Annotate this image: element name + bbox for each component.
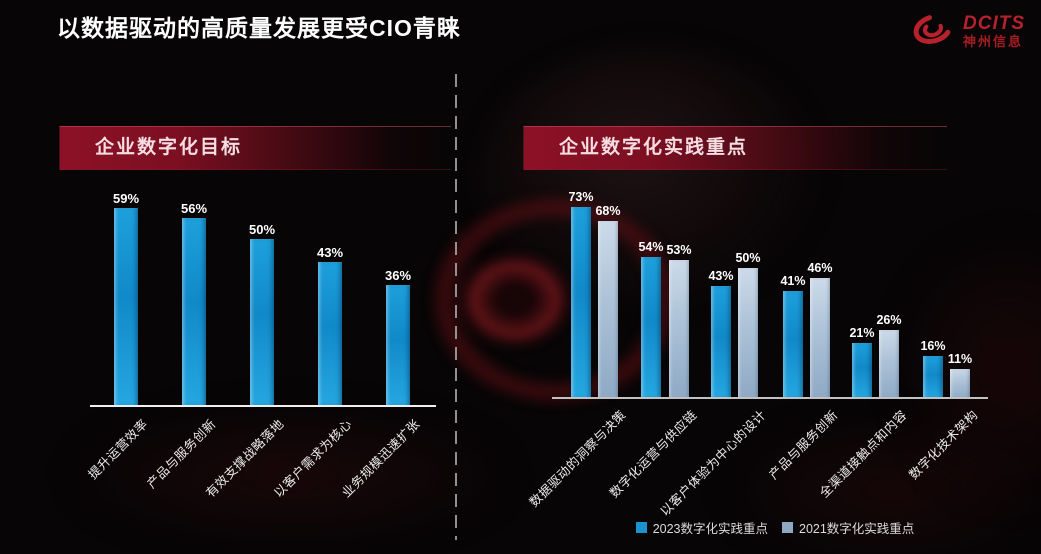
digital-practice-focus-chart: 73% 68% 数据驱动的洞察与决策 54% 53% 数字化运营与供应链 43% 50% 以客户…: [527, 190, 1010, 554]
practices-bar-2021: [598, 220, 618, 398]
dcits-swirl-icon: [909, 8, 957, 55]
practices-bar-2023: [783, 290, 803, 398]
category-label: 数字化技术架构: [906, 407, 981, 483]
value-label: 73%: [568, 190, 594, 205]
practices-bar-2021: [950, 369, 970, 398]
category-label: 提升运营效率: [85, 416, 151, 482]
x-axis-line: [90, 405, 436, 407]
goals-bar: [114, 208, 138, 406]
practices-bar-2023: [711, 285, 731, 398]
value-label: 50%: [735, 250, 761, 265]
vertical-dashed-divider: [455, 74, 457, 540]
value-label: 36%: [384, 268, 412, 284]
practices-bar-2023: [571, 207, 591, 398]
logo-company-text: 神州信息: [963, 33, 1024, 49]
logo-brand-text: DCITS: [963, 12, 1025, 34]
value-label: 56%: [180, 201, 208, 217]
legend-item: 2021数字化实践重点: [782, 518, 914, 537]
value-label: 68%: [595, 203, 621, 218]
practices-bar-2023: [852, 343, 872, 398]
value-label: 21%: [849, 326, 875, 341]
practices-bar-2021: [669, 259, 689, 398]
legend-swatch: [635, 522, 647, 533]
goals-bar: [182, 218, 206, 406]
value-label: 59%: [112, 191, 140, 207]
value-label: 53%: [666, 242, 692, 257]
value-label: 46%: [807, 260, 833, 275]
value-label: 43%: [316, 244, 344, 260]
value-label: 16%: [920, 339, 946, 354]
left-chart-header-banner: 企业数字化目标: [59, 126, 451, 170]
goals-bar: [250, 238, 274, 406]
practices-bar-2021: [879, 330, 899, 398]
value-label: 41%: [780, 273, 806, 288]
legend-swatch: [782, 522, 793, 533]
right-chart-header-banner: 企业数字化实践重点: [523, 126, 947, 170]
right-chart-title: 企业数字化实践重点: [559, 137, 749, 158]
page-title: 以数据驱动的高质量发展更受CIO青睐: [57, 15, 461, 41]
value-label: 43%: [708, 268, 734, 283]
goals-bar: [386, 285, 410, 406]
practices-bar-2023: [641, 257, 661, 398]
practices-bar-2021: [810, 277, 830, 398]
x-axis-line: [552, 397, 988, 399]
practices-bar-2023: [923, 356, 943, 398]
dcits-logo: DCITS 神州信息: [909, 8, 1025, 55]
legend-item: 2023数字化实践重点: [635, 518, 768, 537]
value-label: 11%: [947, 352, 973, 367]
value-label: 26%: [876, 313, 902, 328]
legend-label: 2021数字化实践重点: [799, 522, 915, 536]
practices-bar-2021: [738, 267, 758, 398]
value-label: 54%: [638, 240, 664, 255]
value-label: 50%: [248, 221, 276, 237]
legend-label: 2023数字化实践重点: [652, 522, 768, 536]
left-chart-title: 企业数字化目标: [95, 137, 243, 158]
goals-bar: [318, 261, 342, 406]
chart-legend: 2023数字化实践重点 2021数字化实践重点: [540, 518, 1010, 537]
digital-goals-chart: 59% 提升运营效率 56% 产品与服务创新 50% 有效支撑战略落地 43% 以客户需求为核…: [80, 190, 460, 554]
